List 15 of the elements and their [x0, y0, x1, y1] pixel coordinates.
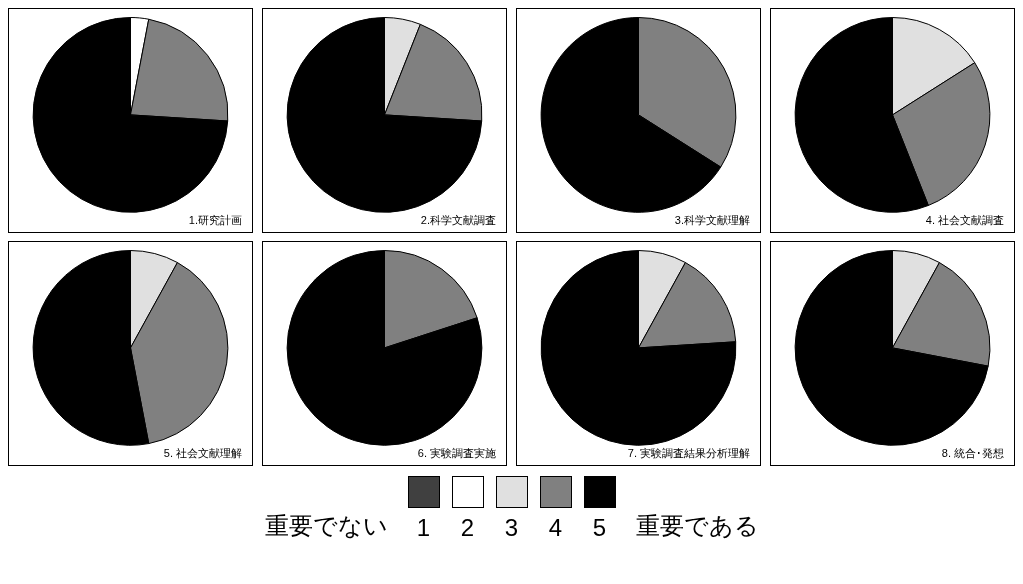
text: 3.科学文献理解: [674, 214, 750, 227]
text: 8. 統合･発想: [941, 447, 1004, 460]
text: 重要でない: [264, 511, 388, 541]
text: 4. 社会文献調査: [925, 214, 1004, 227]
text: 7. 実験調査結果分析理解: [627, 447, 750, 460]
text: 6. 実験調査実施: [417, 447, 496, 460]
text: 重要である: [635, 511, 759, 541]
text: 1.研究計画: [188, 214, 242, 227]
legend-label: 4: [548, 514, 563, 542]
legend-label: 1: [416, 514, 431, 542]
text: 5. 社会文献理解: [163, 447, 242, 460]
legend-label: 2: [460, 514, 475, 542]
legend-label: 3: [504, 514, 519, 542]
legend-label: 5: [592, 514, 607, 542]
text: 2.科学文献調査: [420, 214, 496, 227]
